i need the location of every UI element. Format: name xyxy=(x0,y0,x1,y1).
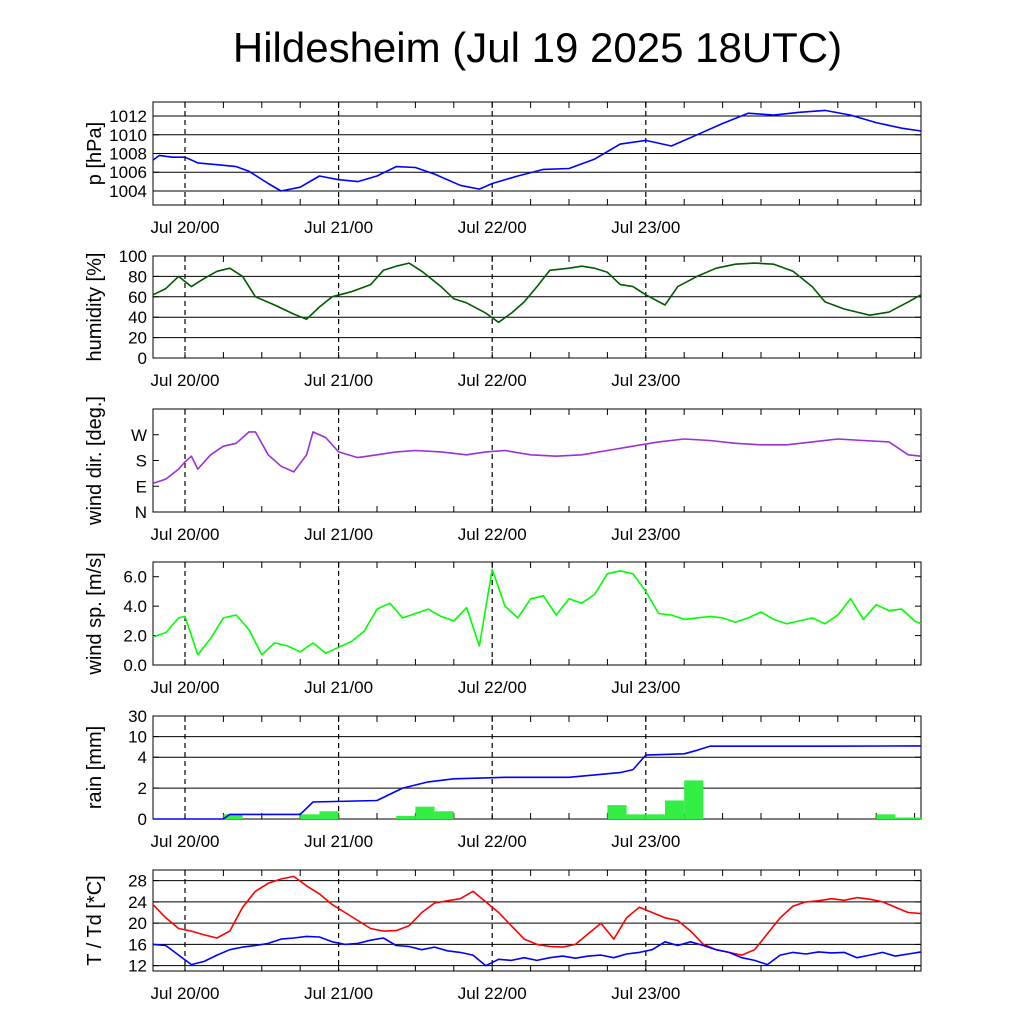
temperature-xtick-label: Jul 22/00 xyxy=(458,984,527,1003)
pressure-ylabel: p [hPa] xyxy=(84,122,106,185)
rain-ylabel: rain [mm] xyxy=(84,726,106,809)
temperature-panel: 12 16 20 24 28 Jul 20/00 Jul 21/00 Jul 22/00 Jul… xyxy=(84,869,922,1003)
rain-bar xyxy=(684,780,704,819)
wind-direction-frame xyxy=(152,408,922,513)
wind-speed-ytick-label: 2.0 xyxy=(123,627,147,646)
wind-direction-ytick-label: N xyxy=(135,503,147,522)
temperature-xtick-label: Jul 21/00 xyxy=(304,984,373,1003)
wind-speed-frame xyxy=(152,561,922,666)
temperature-xtick-label: Jul 20/00 xyxy=(151,984,220,1003)
rain-ytick-label: 2 xyxy=(138,779,147,798)
pressure-ytick-label: 1010 xyxy=(109,126,147,145)
wind-direction-xtick-label: Jul 23/00 xyxy=(611,525,680,544)
humidity-ytick-label: 0 xyxy=(138,349,147,368)
temperature-ytick-label: 24 xyxy=(128,893,147,912)
wind-direction-xtick-label: Jul 22/00 xyxy=(458,525,527,544)
rain-bar xyxy=(434,811,454,819)
temperature-ytick-label: 20 xyxy=(128,914,147,933)
wind-speed-xtick-label: Jul 23/00 xyxy=(611,678,680,697)
wind-speed-ytick-label: 6.0 xyxy=(123,568,147,587)
wind-direction-xtick-label: Jul 20/00 xyxy=(151,525,220,544)
temperature-ytick-label: 12 xyxy=(128,957,147,976)
humidity-xtick-label: Jul 23/00 xyxy=(611,371,680,390)
humidity-xtick-label: Jul 21/00 xyxy=(304,371,373,390)
rain-xtick-label: Jul 20/00 xyxy=(151,832,220,851)
rain-bar xyxy=(223,814,243,819)
wind-speed-xtick-label: Jul 20/00 xyxy=(151,678,220,697)
wind-direction-ytick-label: S xyxy=(136,452,147,471)
humidity-xtick-label: Jul 22/00 xyxy=(458,371,527,390)
rain-ytick-label: 10 xyxy=(128,728,147,747)
pressure-xtick-label: Jul 22/00 xyxy=(458,218,527,237)
rain-bar xyxy=(415,806,435,819)
temperature-ytick-label: 28 xyxy=(128,872,147,891)
humidity-frame xyxy=(152,255,922,359)
wind-direction-ytick-label: W xyxy=(131,426,147,445)
wind-direction-xtick-label: Jul 21/00 xyxy=(304,525,373,544)
rain-series-line xyxy=(153,745,922,820)
temperature-frame xyxy=(152,869,922,972)
humidity-ytick-label: 80 xyxy=(128,267,147,286)
rain-ytick-label: 0 xyxy=(138,810,147,829)
rain-bar xyxy=(319,811,339,819)
pressure-xtick-label: Jul 23/00 xyxy=(611,218,680,237)
pressure-xtick-label: Jul 20/00 xyxy=(151,218,220,237)
pressure-ytick-label: 1012 xyxy=(109,107,147,126)
wind-direction-ytick-label: E xyxy=(136,477,147,496)
wind-speed-xtick-label: Jul 21/00 xyxy=(304,678,373,697)
rain-bar xyxy=(876,814,896,819)
rain-bar xyxy=(300,814,320,819)
humidity-ytick-label: 60 xyxy=(128,288,147,307)
wind-direction-series-line xyxy=(152,431,922,485)
wind-speed-ytick-label: 4.0 xyxy=(123,597,147,616)
humidity-ytick-label: 20 xyxy=(128,329,147,348)
humidity-ylabel: humidity [%] xyxy=(84,253,106,362)
pressure-ytick-label: 1006 xyxy=(109,163,147,182)
rain-bar xyxy=(895,817,921,819)
pressure-ytick-label: 1004 xyxy=(109,182,147,201)
pressure-series-line xyxy=(152,109,922,192)
wind-speed-panel: 0.0 2.0 4.0 6.0 Jul 20/00 Jul 21/00 Jul 22/00 J… xyxy=(84,552,922,697)
rain-xtick-label: Jul 23/00 xyxy=(611,832,680,851)
rain-panel: 0 2 410 30 Jul 20/00 Jul 21/00 Jul 22/00 Jul 23… xyxy=(84,707,922,851)
wind-speed-series-line xyxy=(152,568,922,656)
humidity-xtick-label: Jul 20/00 xyxy=(151,371,220,390)
rain-bar xyxy=(626,814,646,819)
temperature-ytick-label: 16 xyxy=(128,935,147,954)
pressure-xtick-label: Jul 21/00 xyxy=(304,218,373,237)
humidity-ytick-label: 100 xyxy=(119,247,147,266)
temperature-series-line xyxy=(152,935,922,967)
rain-bar xyxy=(396,815,416,819)
pressure-ytick-label: 1008 xyxy=(109,145,147,164)
rain-xtick-label: Jul 21/00 xyxy=(304,832,373,851)
rain-bar xyxy=(645,814,665,819)
rain-xtick-label: Jul 22/00 xyxy=(458,832,527,851)
wind-direction-ylabel: wind dir. [deg.] xyxy=(84,396,106,526)
rain-bar xyxy=(665,800,685,819)
rain-ytick-label: 30 xyxy=(128,707,147,726)
wind-speed-xtick-label: Jul 22/00 xyxy=(458,678,527,697)
temperature-ylabel: T / Td [*C] xyxy=(84,875,106,965)
rain-ytick-label: 4 xyxy=(138,748,147,767)
chart-title: Hildesheim (Jul 19 2025 18UTC) xyxy=(232,24,843,71)
wind-speed-ytick-label: 0.0 xyxy=(123,656,147,675)
temperature-series-line xyxy=(152,875,922,956)
rain-frame xyxy=(152,715,922,820)
humidity-series-line xyxy=(152,262,922,324)
rain-bar xyxy=(607,805,627,819)
wind-speed-ylabel: wind sp. [m/s] xyxy=(84,552,106,675)
temperature-xtick-label: Jul 23/00 xyxy=(611,984,680,1003)
humidity-ytick-label: 40 xyxy=(128,308,147,327)
